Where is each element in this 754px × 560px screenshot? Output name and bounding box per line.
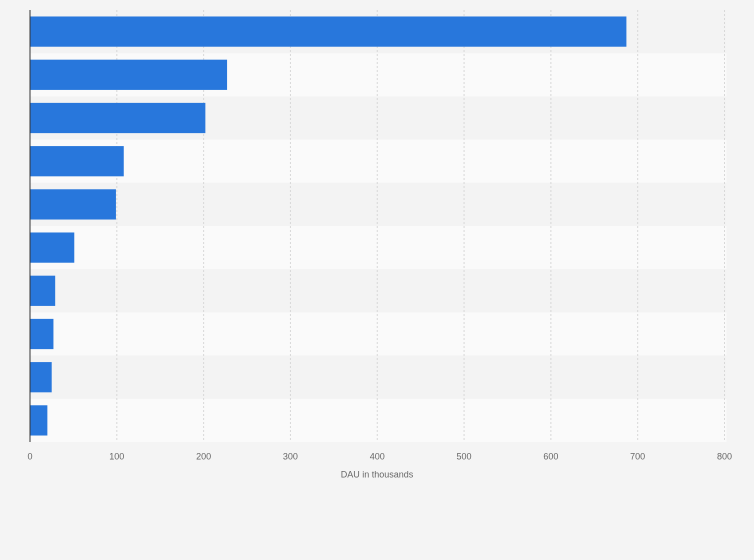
bar <box>30 189 116 220</box>
x-tick-label: 600 <box>543 451 558 461</box>
row-backgrounds <box>30 10 727 442</box>
x-tick-label: 700 <box>630 451 645 461</box>
bar <box>30 16 627 47</box>
bar <box>30 59 228 90</box>
bar <box>30 405 48 436</box>
row-band <box>30 269 727 313</box>
bar <box>30 318 54 350</box>
x-tick-label: 400 <box>370 451 385 461</box>
bar <box>30 362 52 393</box>
row-band <box>30 355 727 399</box>
row-band <box>30 226 727 270</box>
x-tick-label: 800 <box>717 451 732 461</box>
x-tick-label: 300 <box>283 451 298 461</box>
row-band <box>30 398 727 442</box>
bar <box>30 146 124 177</box>
x-tick-label: 0 <box>27 451 32 461</box>
x-tick-label: 500 <box>457 451 472 461</box>
bar <box>30 102 206 134</box>
row-band <box>30 312 727 356</box>
bar <box>30 275 56 306</box>
row-band <box>30 182 727 226</box>
row-band <box>30 139 727 183</box>
bar <box>30 232 75 263</box>
x-axis-label: DAU in thousands <box>341 469 414 479</box>
x-tick-label: 200 <box>196 451 211 461</box>
x-tick-label: 100 <box>109 451 124 461</box>
